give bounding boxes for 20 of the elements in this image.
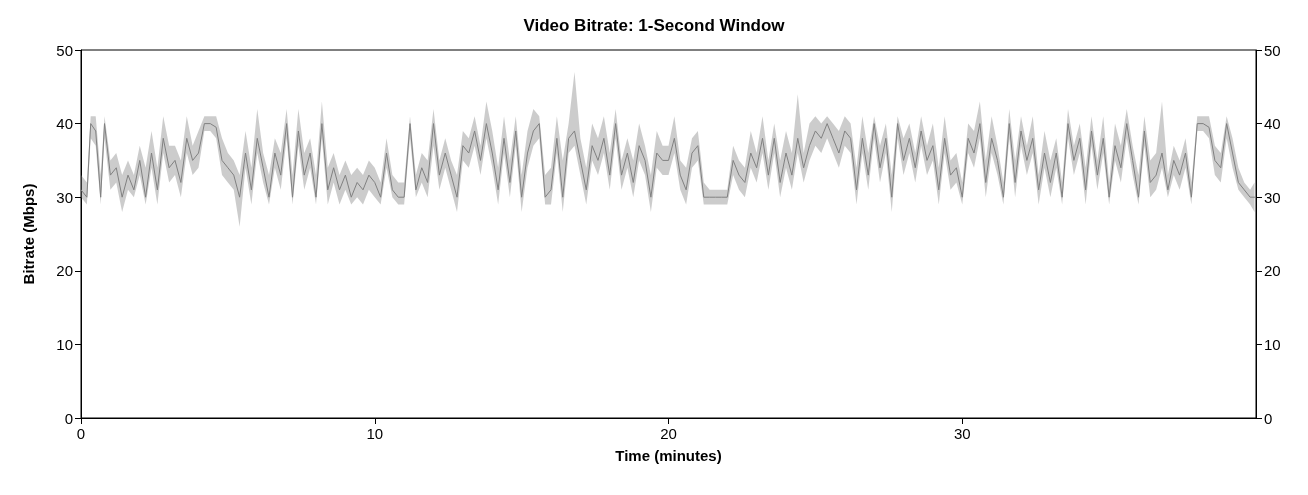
y-tick-label: 40 bbox=[56, 115, 73, 133]
y-tick-label: 20 bbox=[56, 262, 73, 280]
x-tick-label: 10 bbox=[366, 425, 384, 442]
y2-tick-label: 30 bbox=[1264, 188, 1281, 206]
y-tick-label: 10 bbox=[56, 335, 73, 353]
y2-tick-label: 40 bbox=[1264, 115, 1281, 133]
chart-title: Video Bitrate: 1-Second Window bbox=[523, 16, 786, 35]
y2-tick-label: 10 bbox=[1264, 335, 1281, 353]
x-tick-label: 20 bbox=[660, 425, 677, 442]
x-tick-label: 30 bbox=[953, 425, 971, 442]
y-tick-label: 0 bbox=[64, 409, 73, 427]
y-axis-title: Bitrate (Mbps) bbox=[20, 183, 37, 285]
x-tick-label: 0 bbox=[76, 425, 86, 442]
y2-tick-label: 50 bbox=[1264, 41, 1281, 59]
y2-tick-label: 20 bbox=[1264, 262, 1281, 280]
x-axis-title: Time (minutes) bbox=[615, 447, 722, 464]
y2-tick-label: 0 bbox=[1264, 409, 1273, 427]
line-series bbox=[80, 123, 1256, 198]
y-tick-label: 50 bbox=[56, 41, 73, 59]
y-tick-label: 30 bbox=[56, 188, 73, 206]
